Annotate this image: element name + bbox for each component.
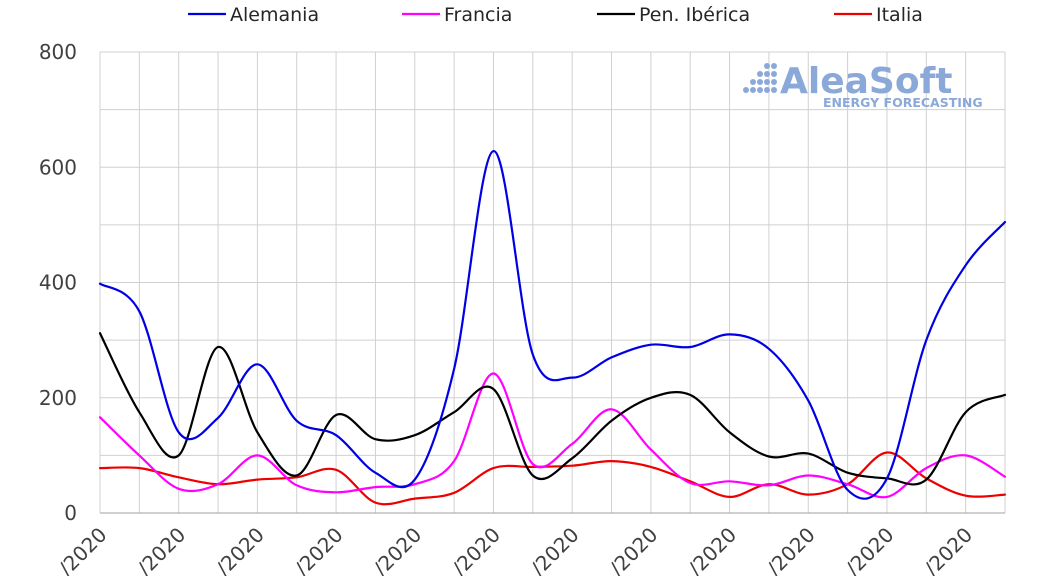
- x-tick-label: /2020: [369, 523, 427, 576]
- logo-sub-text: ENERGY FORECASTING: [823, 95, 983, 110]
- series-line-pen-ib-rica: [98, 332, 1007, 486]
- logo-dot: [743, 87, 749, 93]
- logo-dot: [750, 79, 756, 85]
- logo-dot: [750, 87, 756, 93]
- logo-dot: [764, 87, 770, 93]
- logo-dot: [764, 79, 770, 85]
- logo-dots-icon: [743, 63, 777, 93]
- logo-dot: [771, 71, 777, 77]
- legend-label: Pen. Ibérica: [639, 4, 750, 26]
- x-tick-label: /2020: [841, 523, 899, 576]
- y-tick-label: 800: [39, 40, 77, 64]
- x-tick-label: /2020: [54, 523, 112, 576]
- x-tick-label: /2020: [683, 523, 741, 576]
- logo-dot: [757, 79, 763, 85]
- y-axis-ticks: 0 200 400 600 800: [39, 40, 77, 525]
- x-tick-label: /2020: [211, 523, 269, 576]
- x-tick-label: /2020: [133, 523, 191, 576]
- aleasoft-logo: AleaSoft ENERGY FORECASTING: [743, 61, 983, 110]
- logo-dot: [771, 87, 777, 93]
- legend-label: Italia: [876, 4, 923, 26]
- y-tick-label: 400: [39, 271, 77, 295]
- logo-dot: [757, 87, 763, 93]
- series-line-italia: [98, 451, 1007, 506]
- x-tick-label: /2020: [762, 523, 820, 576]
- x-tick-label: /2020: [526, 523, 584, 576]
- series-lines: [98, 149, 1007, 506]
- x-tick-label: /2020: [919, 523, 977, 576]
- legend: Alemania Francia Pen. Ibérica Italia: [188, 4, 923, 26]
- x-tick-label: /2020: [447, 523, 505, 576]
- x-axis-ticks: /2020/2020/2020/2020/2020/2020/2020/2020…: [54, 523, 977, 576]
- x-tick-label: /2020: [290, 523, 348, 576]
- legend-label: Alemania: [230, 4, 319, 26]
- logo-dot: [771, 79, 777, 85]
- y-tick-label: 600: [39, 155, 77, 179]
- grid-lines: [99, 51, 1006, 514]
- logo-dot: [757, 71, 763, 77]
- logo-dot: [764, 63, 770, 69]
- series-line-alemania: [98, 149, 1007, 500]
- logo-dot: [764, 71, 770, 77]
- logo-dot: [771, 63, 777, 69]
- series-line-francia: [98, 372, 1007, 499]
- y-tick-label: 0: [64, 501, 77, 525]
- legend-label: Francia: [444, 4, 512, 26]
- y-tick-label: 200: [39, 386, 77, 410]
- logo-main-text: AleaSoft: [780, 61, 952, 102]
- x-tick-label: /2020: [605, 523, 663, 576]
